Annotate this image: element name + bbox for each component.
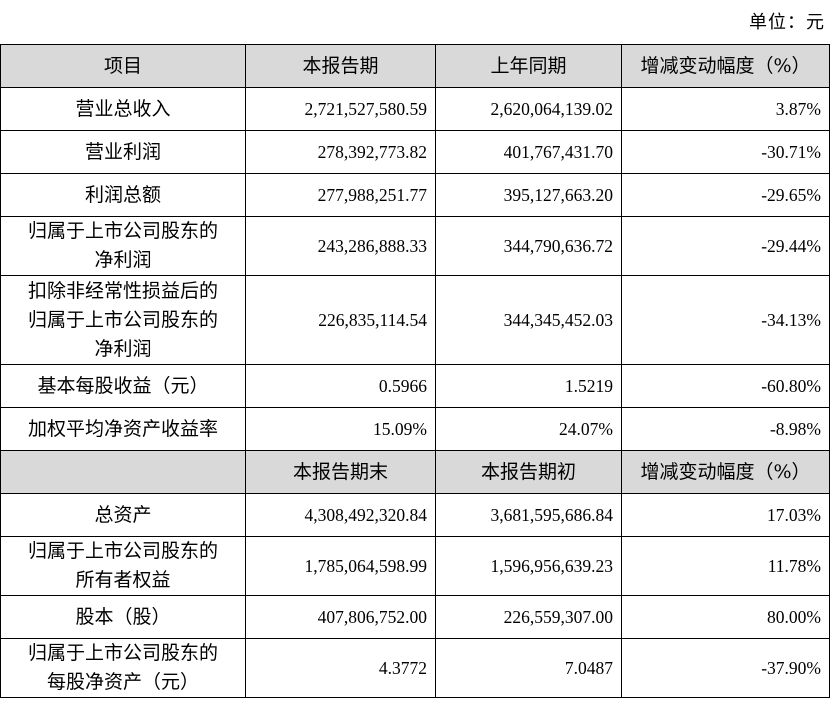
table-row: 基本每股收益（元） 0.5966 1.5219 -60.80%	[0, 364, 830, 408]
header-row-1: 项目 本报告期 上年同期 增减变动幅度（%）	[0, 44, 830, 88]
header-previous-period: 上年同期	[435, 44, 622, 88]
row-label: 营业利润	[0, 130, 246, 174]
cell-current: 277,988,251.77	[245, 173, 436, 217]
unit-label: 单位：元	[749, 12, 825, 33]
cell-change: 80.00%	[621, 595, 830, 639]
row-label: 基本每股收益（元）	[0, 364, 246, 408]
row-label-line: 归属于上市公司股东的	[27, 308, 218, 331]
table-row: 归属于上市公司股东的 每股净资产（元） 4.3772 7.0487 -37.90…	[0, 638, 830, 698]
row-label: 归属于上市公司股东的 净利润	[0, 216, 246, 276]
row-label: 归属于上市公司股东的 每股净资产（元）	[0, 638, 246, 698]
row-label: 营业总收入	[0, 87, 246, 131]
row-label-line: 净利润	[94, 249, 152, 271]
row-label-line: 归属于上市公司股东的	[27, 642, 218, 664]
cell-current: 278,392,773.82	[245, 130, 436, 174]
table-row: 营业利润 278,392,773.82 401,767,431.70 -30.7…	[0, 130, 830, 174]
cell-change: -37.90%	[621, 638, 830, 698]
table-row: 总资产 4,308,492,320.84 3,681,595,686.84 17…	[0, 493, 830, 537]
header-row-2: 本报告期末 本报告期初 增减变动幅度（%）	[0, 450, 830, 494]
row-label: 股本（股）	[0, 595, 246, 639]
cell-current: 4,308,492,320.84	[245, 493, 436, 537]
cell-change: -60.80%	[621, 364, 830, 408]
header-blank	[0, 450, 246, 494]
cell-change: -29.44%	[621, 216, 830, 276]
cell-previous: 344,345,452.03	[435, 275, 622, 365]
header-change: 增减变动幅度（%）	[621, 450, 830, 494]
cell-current: 407,806,752.00	[245, 595, 436, 639]
row-label: 总资产	[0, 493, 246, 537]
cell-current: 2,721,527,580.59	[245, 87, 436, 131]
cell-current: 0.5966	[245, 364, 436, 408]
row-label: 利润总额	[0, 173, 246, 217]
cell-previous: 24.07%	[435, 407, 622, 451]
financial-summary-table: 项目 本报告期 上年同期 增减变动幅度（%） 营业总收入 2,721,527,5…	[0, 44, 830, 698]
row-label-line: 归属于上市公司股东的	[27, 540, 218, 562]
cell-previous: 1,596,956,639.23	[435, 536, 622, 596]
cell-previous: 2,620,064,139.02	[435, 87, 622, 131]
header-change: 增减变动幅度（%）	[621, 44, 830, 88]
cell-change: -30.71%	[621, 130, 830, 174]
table-row: 营业总收入 2,721,527,580.59 2,620,064,139.02 …	[0, 87, 830, 131]
row-label-line: 归属于上市公司股东的	[27, 220, 218, 242]
row-label: 加权平均净资产收益率	[0, 407, 246, 451]
table-row: 扣除非经常性损益后的 归属于上市公司股东的 净利润 226,835,114.54…	[0, 275, 830, 365]
table-row: 归属于上市公司股东的 净利润 243,286,888.33 344,790,63…	[0, 216, 830, 276]
cell-previous: 1.5219	[435, 364, 622, 408]
header-period-start: 本报告期初	[435, 450, 622, 494]
row-label-line: 所有者权益	[75, 569, 171, 591]
cell-previous: 3,681,595,686.84	[435, 493, 622, 537]
header-current-period: 本报告期	[245, 44, 436, 88]
table-row: 归属于上市公司股东的 所有者权益 1,785,064,598.99 1,596,…	[0, 536, 830, 596]
row-label-line: 每股净资产（元）	[46, 671, 199, 693]
row-label: 扣除非经常性损益后的 归属于上市公司股东的 净利润	[0, 275, 246, 365]
cell-change: 17.03%	[621, 493, 830, 537]
table-row: 加权平均净资产收益率 15.09% 24.07% -8.98%	[0, 407, 830, 451]
cell-current: 4.3772	[245, 638, 436, 698]
cell-previous: 7.0487	[435, 638, 622, 698]
cell-current: 1,785,064,598.99	[245, 536, 436, 596]
cell-previous: 226,559,307.00	[435, 595, 622, 639]
cell-change: 3.87%	[621, 87, 830, 131]
cell-current: 243,286,888.33	[245, 216, 436, 276]
cell-previous: 344,790,636.72	[435, 216, 622, 276]
cell-current: 226,835,114.54	[245, 275, 436, 365]
cell-current: 15.09%	[245, 407, 436, 451]
header-item: 项目	[0, 44, 246, 88]
row-label-line: 扣除非经常性损益后的	[27, 279, 218, 302]
cell-previous: 395,127,663.20	[435, 173, 622, 217]
table-row: 股本（股） 407,806,752.00 226,559,307.00 80.0…	[0, 595, 830, 639]
row-label: 归属于上市公司股东的 所有者权益	[0, 536, 246, 596]
row-label-line: 净利润	[94, 337, 152, 360]
cell-previous: 401,767,431.70	[435, 130, 622, 174]
table-row: 利润总额 277,988,251.77 395,127,663.20 -29.6…	[0, 173, 830, 217]
cell-change: -34.13%	[621, 275, 830, 365]
cell-change: 11.78%	[621, 536, 830, 596]
cell-change: -8.98%	[621, 407, 830, 451]
header-period-end: 本报告期末	[245, 450, 436, 494]
cell-change: -29.65%	[621, 173, 830, 217]
